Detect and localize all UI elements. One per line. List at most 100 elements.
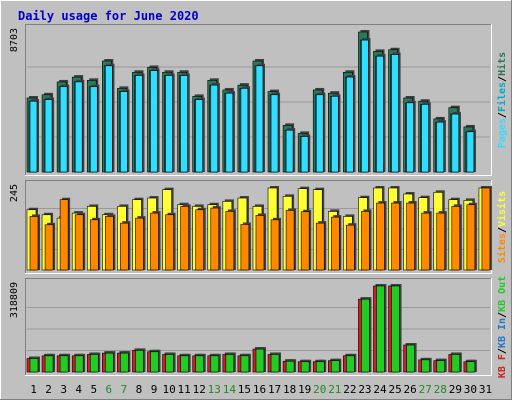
kbout-bar [391, 285, 400, 373]
pages-bar [180, 75, 188, 173]
kbout-bar [180, 355, 189, 373]
kbout-bar [315, 361, 325, 373]
pages-bar [195, 99, 204, 173]
pages-bar [165, 75, 173, 173]
kbout-bar [89, 354, 99, 373]
x-tick-label: 11 [178, 383, 191, 396]
pages-bar [255, 65, 264, 173]
sites-bar [361, 211, 370, 271]
sites-bar [255, 215, 265, 271]
kbout-bar [150, 351, 159, 373]
x-tick-label: 16 [253, 383, 266, 396]
x-axis-labels: 1 2 3 4 5 6 7 8 9 10 11 12 13 14 15 16 17 18 19 20 21 22 23 24 2… [30, 383, 492, 396]
sites-bar [466, 204, 476, 271]
sites-bar [285, 210, 295, 271]
legend-item: / [497, 312, 508, 318]
legend-item: / [497, 112, 508, 118]
sites-bar [195, 209, 205, 271]
panel-top: 8703 Pages/Files/Hits [9, 24, 508, 176]
x-tick-label: 15 [238, 383, 251, 396]
x-tick-label: 18 [283, 383, 296, 396]
x-tick-label: 31 [479, 383, 492, 396]
x-tick-label: 20 [313, 383, 326, 396]
legend-item: KB In [497, 318, 508, 348]
panel-middle: 245 Sites/Visits [9, 180, 508, 274]
pages-bar [421, 104, 429, 173]
sites-bar [74, 214, 84, 271]
sites-bar [120, 222, 129, 271]
x-tick-label: 25 [388, 383, 401, 396]
kbout-bar [59, 355, 69, 373]
pages-bar [59, 86, 68, 173]
x-tick-label: 29 [449, 383, 462, 396]
pages-bar [150, 70, 158, 173]
x-tick-label: 1 [30, 383, 37, 396]
pages-bar [346, 76, 354, 173]
pages-bar [330, 96, 339, 173]
pages-bar [406, 102, 414, 173]
kbout-bar [421, 359, 430, 373]
x-tick-label: 19 [298, 383, 311, 396]
x-tick-label: 17 [268, 383, 281, 396]
sites-bar [150, 212, 159, 271]
sites-bar [225, 211, 235, 271]
legend-item: Pages [497, 118, 508, 148]
kbout-bar [451, 354, 461, 373]
y-max-label: 8703 [9, 28, 20, 52]
sites-bar [481, 187, 491, 271]
legend-item: / [497, 227, 508, 233]
x-tick-label: 4 [75, 383, 82, 396]
x-tick-label: 5 [90, 383, 97, 396]
kbout-bar [406, 344, 415, 373]
kbout-bar [74, 355, 84, 373]
pages-bar [451, 113, 460, 173]
legend-top: Pages/Files/Hits [496, 52, 508, 148]
kbout-bar [105, 352, 114, 373]
y-max-label: 245 [9, 184, 20, 202]
kbout-bar [240, 355, 250, 373]
pages-bar [285, 129, 294, 173]
pages-bar [105, 65, 113, 173]
sites-bar [421, 212, 430, 271]
kbout-bar [376, 285, 385, 373]
x-tick-label: 9 [151, 383, 158, 396]
x-tick-label: 13 [208, 383, 221, 396]
x-tick-label: 27 [419, 383, 432, 396]
sites-bar [315, 222, 325, 271]
legend-item: / [497, 76, 508, 82]
panels-layer: 8703Pages/Files/Hits245Sites/Visits31880… [9, 24, 508, 378]
pages-bar [391, 54, 399, 173]
pages-bar [89, 86, 98, 173]
pages-bar [44, 99, 53, 173]
kbout-bar [436, 360, 446, 373]
sites-bar [270, 219, 280, 271]
kbout-bar [300, 361, 310, 373]
x-tick-label: 23 [358, 383, 371, 396]
kbout-bar [165, 354, 174, 373]
kbout-bar [225, 354, 235, 373]
sites-bar [376, 202, 385, 271]
x-tick-label: 10 [162, 383, 175, 396]
pages-bar [466, 131, 475, 173]
pages-bar [361, 39, 369, 173]
sites-bar [406, 202, 415, 271]
x-tick-label: 22 [343, 383, 356, 396]
sites-bar [330, 216, 340, 271]
sites-bar [44, 224, 54, 271]
x-tick-label: 2 [45, 383, 52, 396]
kbout-bar [29, 358, 39, 373]
sites-bar [240, 224, 250, 271]
legend-item: / [497, 348, 508, 354]
sites-bar [135, 217, 144, 271]
x-tick-label: 8 [136, 383, 143, 396]
x-tick-label: 26 [404, 383, 417, 396]
legend-item: Visits [496, 191, 508, 227]
pages-bar [74, 81, 83, 173]
sites-bar [89, 219, 99, 271]
sites-bar [180, 206, 189, 271]
pages-bar [376, 55, 384, 173]
sites-bar [451, 206, 461, 271]
x-tick-label: 6 [106, 383, 113, 396]
kbout-bar [285, 360, 295, 373]
kbout-bar [120, 352, 129, 373]
